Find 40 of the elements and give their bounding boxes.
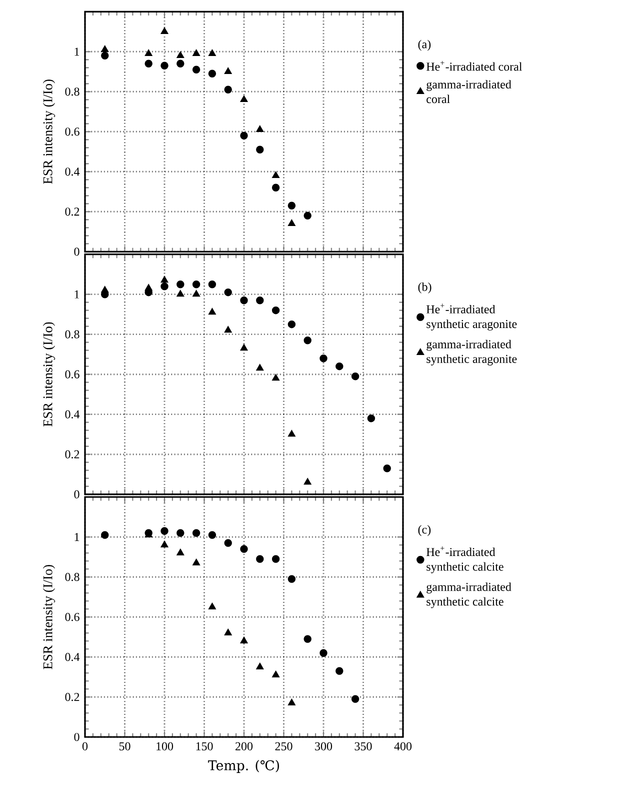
x-tick-label: 400 xyxy=(394,742,412,750)
legend-label: gamma-irradiated coral xyxy=(426,80,512,104)
y-tick-label: 1 xyxy=(74,533,80,541)
y-tick-label: 0.2 xyxy=(65,208,80,216)
legend-label: He$^{+}$-irradiated coral xyxy=(426,60,522,71)
x-tick-label: 350 xyxy=(354,742,372,750)
text: (c) xyxy=(418,525,431,536)
legend-label: gamma-irradiated synthetic aragonite xyxy=(426,340,517,366)
y-axis-title: ESR intensity (I/Io) xyxy=(42,80,56,184)
y-tick-label: 0.4 xyxy=(65,410,80,418)
legend-label: He$^{+}$-irradiated synthetic calcite xyxy=(426,546,504,574)
y-tick-label: 1 xyxy=(74,290,80,298)
text: (b) xyxy=(418,282,432,294)
y-tick-label: 0.2 xyxy=(65,450,80,458)
y-tick-label: 0.4 xyxy=(65,652,80,662)
x-tick-label: 250 xyxy=(275,742,292,750)
y-tick-label: 0.6 xyxy=(65,128,80,136)
x-tick-label: 100 xyxy=(156,742,174,750)
y-tick-label: 0.2 xyxy=(65,692,80,702)
legend-label: He$^{+}$-irradiated synthetic aragonite xyxy=(426,304,517,331)
y-tick-label: 0.8 xyxy=(65,88,80,96)
y-tick-label: 0.4 xyxy=(65,168,80,176)
text: (a) xyxy=(418,40,431,51)
y-axis-title: ESR intensity (I/Io) xyxy=(42,564,56,670)
y-tick-label: 1 xyxy=(74,48,80,56)
x-tick-label: 50 xyxy=(119,742,130,750)
legend-label: gamma-irradiated synthetic calcite xyxy=(426,582,512,608)
y-tick-label: 0 xyxy=(74,732,80,742)
y-axis-title: ESR intensity (I/Io) xyxy=(42,322,56,427)
x-axis-title: Temp. (℃) xyxy=(208,760,279,773)
x-tick-label: 300 xyxy=(315,742,332,750)
y-tick-label: 0.6 xyxy=(65,370,80,378)
y-tick-label: 0 xyxy=(74,490,80,498)
y-tick-label: 0.6 xyxy=(65,612,80,622)
x-tick-label: 200 xyxy=(236,742,253,750)
x-tick-label: 0 xyxy=(82,742,88,750)
y-tick-label: 0.8 xyxy=(65,572,80,582)
x-tick-label: 150 xyxy=(196,742,213,750)
y-tick-label: 0.8 xyxy=(65,330,80,338)
y-tick-label: 0 xyxy=(74,248,80,256)
